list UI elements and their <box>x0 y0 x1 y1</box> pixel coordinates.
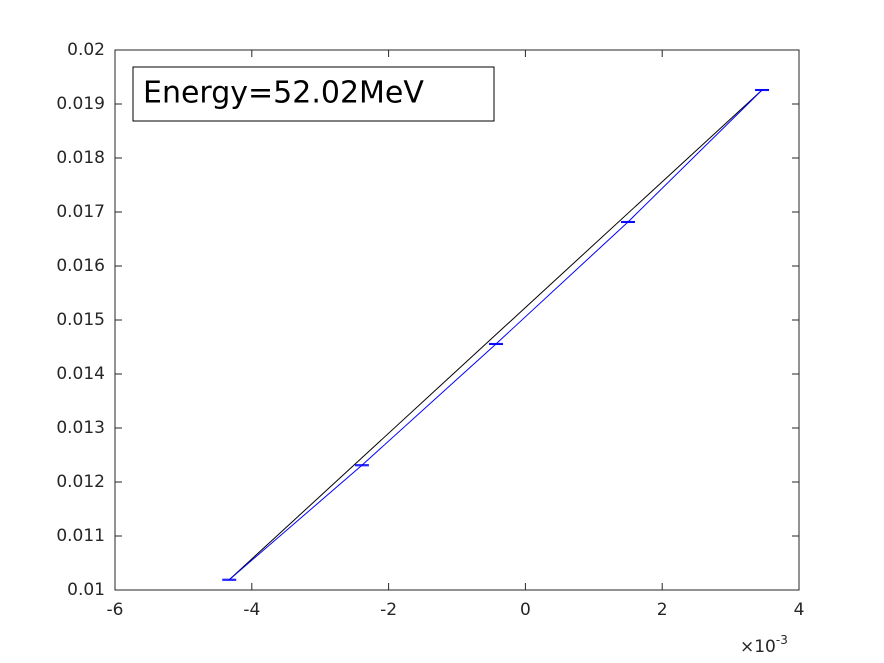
x-tick-label: 4 <box>794 600 805 620</box>
annotation-box <box>132 66 495 122</box>
plot-box <box>114 49 800 591</box>
annotation-text: Energy=52.02MeV <box>143 76 424 111</box>
x-tick-label: -4 <box>243 600 260 620</box>
y-tick-label: 0.016 <box>56 256 105 276</box>
y-tick-label: 0.018 <box>56 148 105 168</box>
x-tick-label: -2 <box>380 600 397 620</box>
y-tick-label: 0.019 <box>56 94 105 114</box>
y-tick-label: 0.012 <box>56 472 105 492</box>
x-multiplier-base: ×10 <box>740 637 776 657</box>
y-tick-label: 0.01 <box>67 580 105 600</box>
y-tick-label: 0.02 <box>67 40 105 60</box>
x-multiplier-exponent: -3 <box>776 633 788 647</box>
y-tick-label: 0.017 <box>56 202 105 222</box>
y-tick-label: 0.014 <box>56 364 105 384</box>
x-tick-label: -6 <box>107 600 124 620</box>
x-tick-label: 2 <box>657 600 668 620</box>
y-tick-label: 0.015 <box>56 310 105 330</box>
x-tick-label: 0 <box>520 600 531 620</box>
y-tick-label: 0.013 <box>56 418 105 438</box>
annotation: Energy=52.02MeV <box>132 66 495 122</box>
y-tick-label: 0.011 <box>56 526 105 546</box>
x-multiplier: ×10-3 <box>740 633 788 658</box>
series-line <box>228 89 763 581</box>
